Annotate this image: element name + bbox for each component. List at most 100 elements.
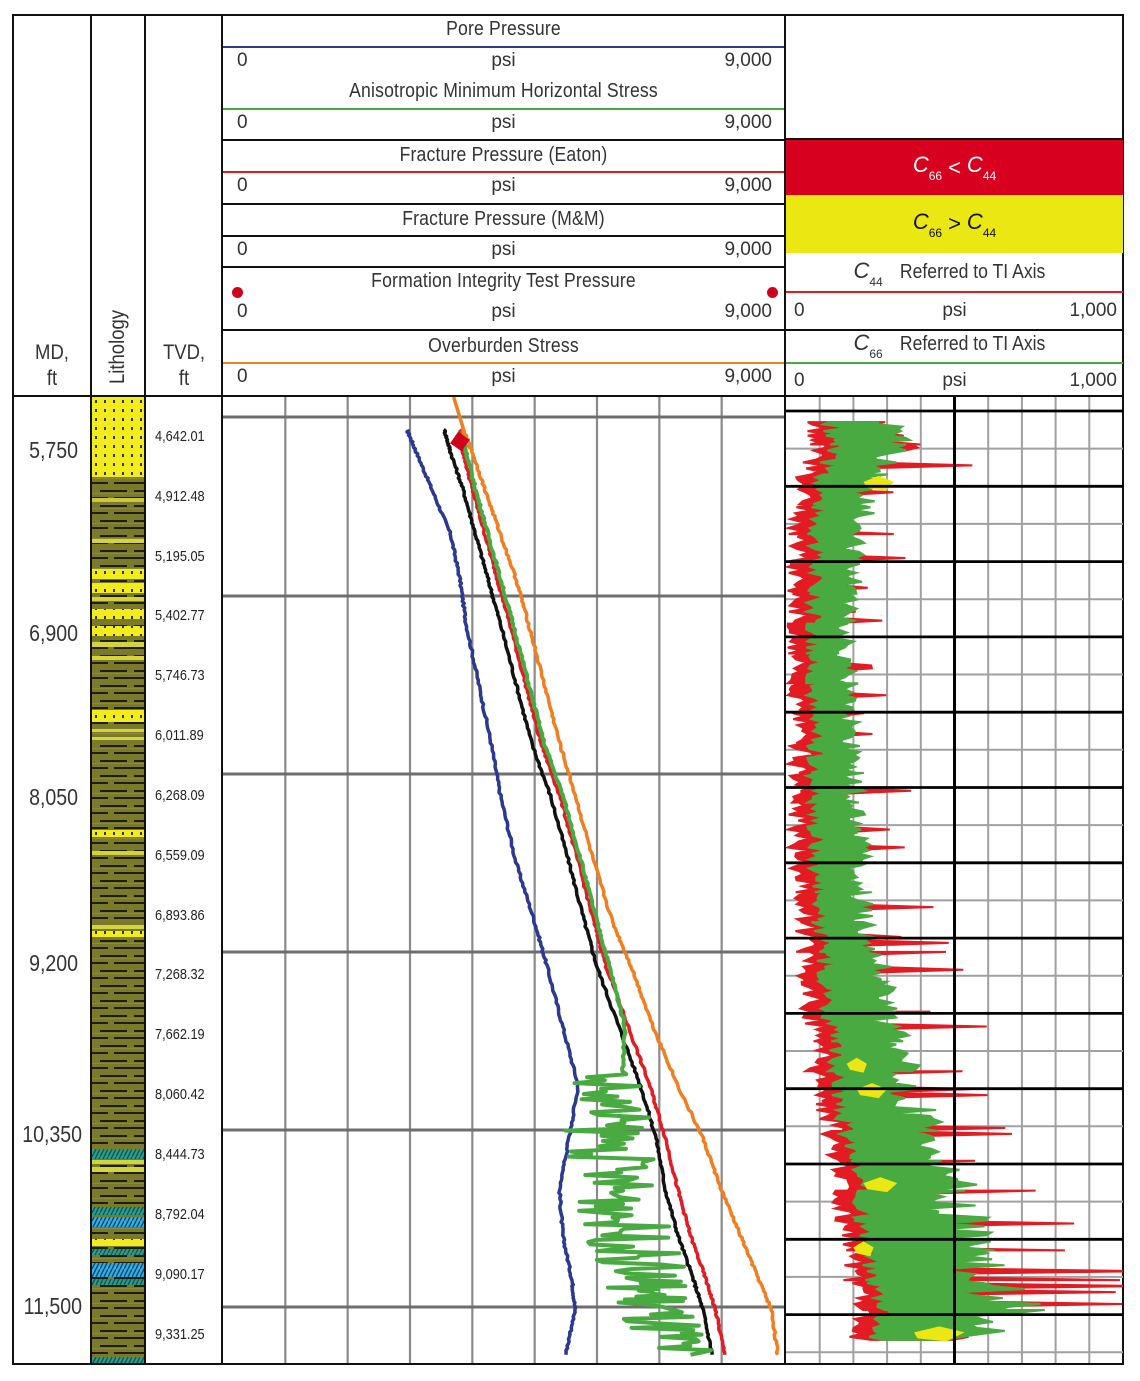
curve-title-fracture-pressure-mm: Fracture Pressure (M&M) [402, 208, 605, 230]
header-row-divider [784, 329, 1123, 331]
curve-overburden-stress [451, 397, 780, 1356]
scale-unit: psi [491, 301, 516, 322]
main-track-header: Pore Pressure 0 psi 9,000 Anisotropic Mi… [223, 16, 784, 395]
curve-fracture-pressure-eaton- [458, 428, 727, 1355]
right-track-plot [786, 397, 1123, 1363]
scale-max: 9,000 [724, 175, 772, 196]
divider-md-lithology [90, 14, 92, 1365]
curve-pore-pressure [405, 428, 580, 1355]
md-header-line1: MD, [35, 341, 69, 364]
c66-title-text: Referred to TI Axis [900, 333, 1046, 355]
lithology-column [92, 397, 144, 1363]
md-tick: 6,900 [29, 620, 78, 646]
curve-line-mm [223, 235, 784, 237]
tvd-tick: 6,893.86 [155, 907, 205, 924]
scale-min: 0 [237, 175, 248, 196]
scale-mm: 0 psi 9,000 [223, 239, 784, 263]
scale-min: 0 [794, 300, 805, 321]
main-track-grid [223, 397, 784, 1363]
curve-title-fit-pressure: Formation Integrity Test Pressure [371, 270, 636, 292]
legend-c66-gt-c44: C66 > C44 [786, 195, 1123, 253]
c44-symbol: C44 [853, 258, 883, 289]
curve-line-c44 [786, 291, 1123, 293]
tvd-tick: 4,642.01 [155, 428, 205, 445]
tvd-tick: 5,746.73 [155, 667, 205, 684]
lithology-header: Lithology [92, 300, 144, 394]
curve-title-anisotropic-min-horizontal-stress: Anisotropic Minimum Horizontal Stress [349, 80, 658, 102]
scale-min: 0 [237, 366, 248, 387]
tvd-header-line1: TVD, [162, 341, 206, 364]
scale-eaton: 0 psi 9,000 [223, 175, 784, 199]
right-track-grid-overlay [786, 397, 1123, 1363]
header-row-divider [223, 329, 784, 331]
curve-anisotropic-minimum-horizontal-stress [460, 428, 713, 1357]
curve-title-c66: C66 Referred to TI Axis [786, 330, 1123, 361]
md-header-line2: ft [46, 367, 58, 390]
curve-title-c44: C44 Referred to TI Axis [786, 258, 1123, 289]
scale-unit: psi [942, 300, 967, 321]
scale-max: 9,000 [724, 239, 772, 260]
tvd-tick: 9,090.17 [155, 1266, 205, 1283]
scale-max: 9,000 [724, 50, 772, 71]
divider-tvd-main [221, 14, 223, 1365]
legend-c66: C66 [912, 152, 943, 183]
scale-max: 9,000 [724, 112, 772, 133]
fit-marker-dot-left [232, 287, 243, 298]
scale-min: 0 [237, 50, 248, 71]
scale-max: 9,000 [724, 301, 772, 322]
tvd-tick: 7,268.32 [155, 966, 205, 983]
curve-line-anisotropic [223, 108, 784, 110]
header-row-divider [223, 203, 784, 205]
legend-c44: C44 [966, 208, 997, 240]
md-tick: 9,200 [29, 950, 78, 976]
tvd-tick: 8,060.42 [155, 1086, 205, 1103]
md-tick: 10,350 [22, 1121, 82, 1147]
right-track-header: C66 < C44 C66 > C44 C44 Referred to TI A… [784, 16, 1123, 395]
right-track-curves [786, 421, 1123, 1342]
scale-c66: 0 psi 1,000 [786, 370, 1123, 394]
fit-marker-dot-right [767, 287, 778, 298]
tvd-tick: 4,912.48 [155, 488, 205, 505]
legend-operator: < [948, 154, 961, 180]
scale-unit: psi [942, 370, 967, 391]
md-tick: 5,750 [29, 437, 78, 463]
scale-fit: 0 psi 9,000 [223, 301, 784, 325]
log-plot-frame [12, 14, 1124, 1365]
scale-min: 0 [237, 239, 248, 260]
header-row-divider [784, 138, 1123, 140]
md-tick: 8,050 [29, 784, 78, 810]
scale-unit: psi [491, 112, 516, 133]
divider-lithology-tvd [144, 14, 146, 1365]
scale-unit: psi [491, 50, 516, 71]
legend-c44: C44 [966, 152, 997, 183]
scale-unit: psi [491, 366, 516, 387]
c66-symbol: C66 [853, 330, 883, 361]
scale-min: 0 [794, 370, 805, 391]
scale-unit: psi [491, 239, 516, 260]
scale-max: 9,000 [724, 366, 772, 387]
scale-c44: 0 psi 1,000 [786, 300, 1123, 324]
tvd-tick: 8,444.73 [155, 1146, 205, 1163]
curve-line-pore-pressure [223, 46, 784, 48]
tvd-tick: 5,402.77 [155, 607, 205, 624]
scale-max: 1,000 [1069, 300, 1117, 321]
main-track-plot [223, 397, 784, 1363]
legend-c66: C66 [912, 208, 943, 240]
tvd-tick: 5,195.05 [155, 548, 205, 565]
scale-overburden: 0 psi 9,000 [223, 366, 784, 390]
curve-line-overburden [223, 362, 784, 364]
tvd-tick: 6,011.89 [155, 727, 204, 744]
lithology-header-label: Lithology [106, 310, 129, 384]
tvd-header: TVD, ft [151, 340, 218, 392]
c44-title-text: Referred to TI Axis [900, 261, 1046, 283]
header-bottom-divider [12, 395, 1124, 397]
curve-title-overburden-stress: Overburden Stress [428, 335, 579, 357]
tvd-tick: 6,268.09 [155, 787, 205, 804]
scale-min: 0 [237, 112, 248, 133]
curve-title-pore-pressure: Pore Pressure [446, 18, 561, 40]
main-track-curves [405, 397, 780, 1357]
legend-operator: > [948, 211, 961, 236]
curve-fracture-pressure-m-m- [442, 428, 715, 1356]
scale-pore-pressure: 0 psi 9,000 [223, 50, 784, 74]
scale-unit: psi [491, 175, 516, 196]
